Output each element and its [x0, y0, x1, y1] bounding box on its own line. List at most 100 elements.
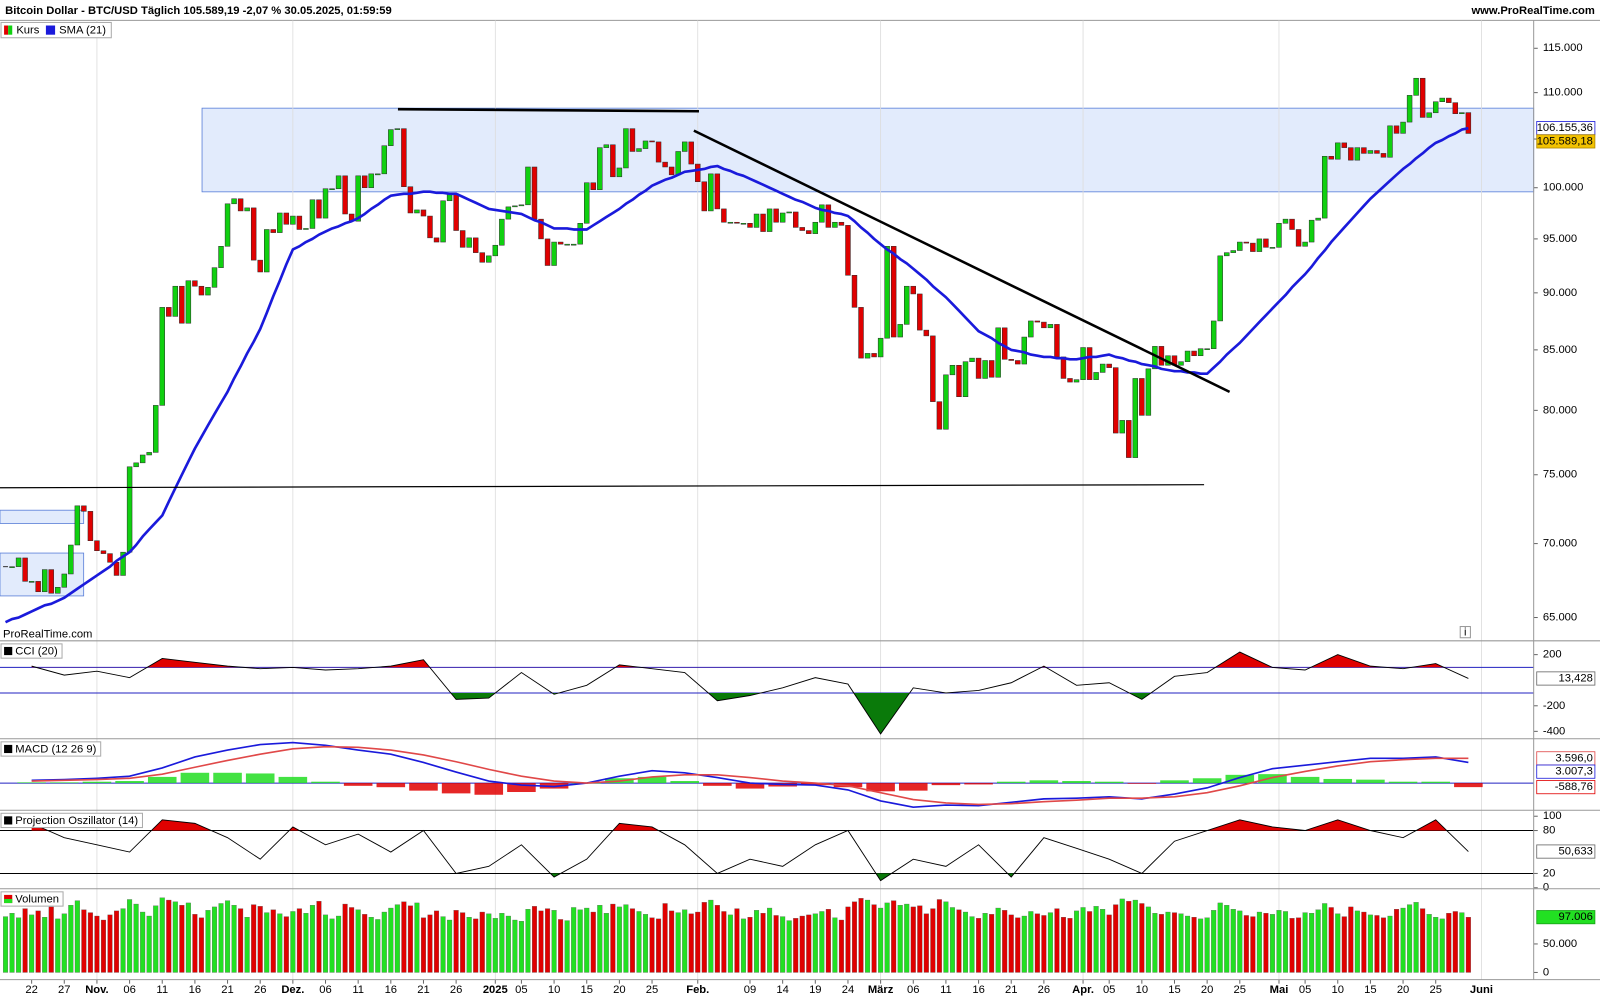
candle [231, 198, 237, 205]
volume-bar [1465, 917, 1471, 973]
candle [87, 511, 94, 541]
y-tick-label: -200 [1543, 700, 1565, 712]
candle [486, 255, 492, 263]
candle [597, 147, 603, 190]
volume-bar [1413, 902, 1419, 973]
candle [433, 237, 440, 243]
x-tick-label: 24 [842, 984, 854, 996]
x-tick-label: 20 [613, 984, 625, 996]
candle [956, 364, 962, 397]
candle [1099, 363, 1106, 373]
volume-bar [858, 898, 864, 973]
oscillator-line [31, 651, 1469, 735]
macd-histogram-bar [409, 783, 438, 791]
volume-bar [597, 905, 603, 973]
candle [1113, 367, 1119, 434]
volume-bar [68, 905, 74, 973]
macd-histogram-bar [17, 782, 46, 784]
volume-bar [1015, 917, 1021, 973]
volume-bar [995, 907, 1001, 973]
candle [309, 199, 316, 229]
macd-histogram-bar [898, 783, 928, 791]
panel-legend: CCI (20) [0, 643, 63, 659]
volume-bar [1198, 918, 1204, 973]
y-tick-label: 50.000 [1543, 938, 1577, 950]
candle [1380, 153, 1387, 158]
volume-bar [140, 911, 146, 973]
legend-label: Kurs [16, 25, 39, 37]
candle [401, 128, 407, 187]
candle [1015, 360, 1021, 365]
candle [126, 466, 133, 553]
x-tick-label: Mai [1270, 984, 1289, 996]
candle [753, 213, 760, 228]
value-box-label: 50,633 [1559, 846, 1593, 858]
candle [1139, 378, 1145, 416]
x-tick-label: 21 [417, 984, 429, 996]
volume-bar [127, 899, 133, 973]
candle [139, 454, 146, 464]
volume-bar [48, 906, 54, 973]
candle [1243, 241, 1250, 244]
candle [551, 241, 557, 266]
volume-bar [682, 909, 688, 973]
candle [616, 167, 623, 178]
candle [858, 307, 864, 359]
x-tick-label: 15 [580, 984, 592, 996]
candle [544, 238, 551, 266]
value-box [1536, 764, 1596, 779]
macd-histogram-bar [637, 776, 667, 784]
value-box [1536, 134, 1596, 149]
volume-bar [538, 910, 544, 973]
candle [492, 244, 499, 257]
volume-bar [760, 913, 766, 973]
candle [1433, 101, 1439, 114]
y-tick-label: 75.000 [1543, 469, 1577, 481]
candle [636, 148, 642, 152]
volume-bar [283, 916, 289, 973]
x-tick-label: 06 [907, 984, 919, 996]
candle [1439, 97, 1445, 102]
trend-line [397, 107, 699, 113]
x-tick-label: März [868, 984, 894, 996]
candle [316, 199, 322, 219]
x-tick-label: 26 [1038, 984, 1050, 996]
value-box-label: 3.596,0 [1555, 752, 1592, 764]
volume-bar [198, 917, 204, 973]
volume-bar [1374, 915, 1380, 973]
y-tick-label: 85.000 [1543, 344, 1577, 356]
macd-histogram-bar [1160, 780, 1189, 784]
candle [1237, 241, 1243, 251]
info-icon[interactable] [1459, 626, 1471, 639]
macd-histogram-bar [1290, 776, 1320, 784]
candle [453, 193, 459, 231]
overbought-fill [31, 819, 1469, 831]
candle [747, 223, 753, 228]
macd-histogram-bar [670, 781, 699, 784]
volume-bar [375, 919, 381, 973]
candle [812, 221, 819, 234]
candle [407, 186, 414, 214]
candle [1093, 372, 1099, 380]
candle [244, 207, 250, 212]
panel-legend: MACD (12 26 9) [0, 741, 102, 757]
candle [936, 401, 943, 430]
volume-bar [662, 903, 668, 973]
candle [675, 151, 681, 176]
candle [120, 551, 126, 576]
y-tick-label: 70.000 [1543, 538, 1577, 550]
candle [851, 275, 858, 308]
candle [1269, 247, 1276, 249]
volume-bar [629, 908, 635, 973]
volume-bar [1126, 901, 1132, 973]
info-icon-glyph[interactable]: i [1464, 627, 1467, 639]
volume-bar [394, 904, 400, 973]
volume-bar [22, 908, 28, 973]
volume-bar [1041, 915, 1047, 973]
volume-bar [1426, 914, 1432, 973]
x-tick-label: 10 [1332, 984, 1344, 996]
candle [55, 587, 61, 594]
candle [864, 353, 871, 359]
